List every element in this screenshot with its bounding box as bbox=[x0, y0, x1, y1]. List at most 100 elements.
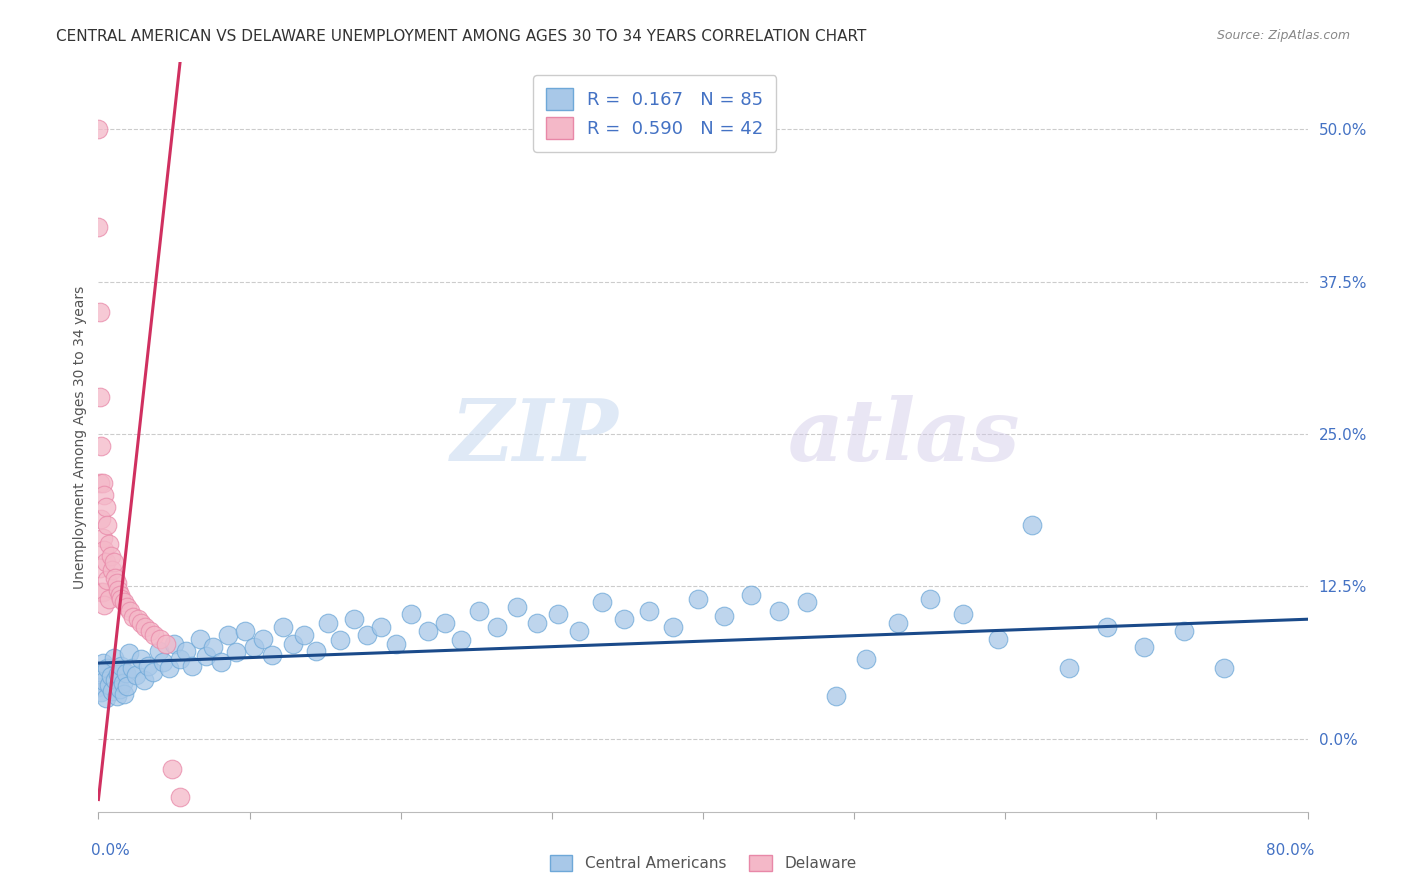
Point bbox=[93, 674, 115, 689]
Point bbox=[91, 656, 114, 670]
Point bbox=[129, 652, 152, 666]
Point bbox=[108, 588, 131, 602]
Point bbox=[740, 588, 762, 602]
Point bbox=[143, 628, 166, 642]
Point bbox=[713, 608, 735, 623]
Point bbox=[329, 632, 352, 647]
Point bbox=[855, 652, 877, 666]
Point bbox=[169, 652, 191, 666]
Point bbox=[1057, 661, 1080, 675]
Point bbox=[343, 612, 366, 626]
Point bbox=[110, 591, 132, 606]
Point bbox=[181, 658, 204, 673]
Point bbox=[94, 500, 117, 515]
Point bbox=[112, 595, 135, 609]
Point bbox=[637, 604, 659, 618]
Point bbox=[252, 632, 274, 646]
Point bbox=[149, 632, 172, 646]
Point bbox=[952, 607, 974, 622]
Point bbox=[101, 684, 124, 698]
Point bbox=[87, 122, 110, 136]
Point bbox=[217, 628, 239, 642]
Point bbox=[90, 585, 112, 599]
Point bbox=[547, 607, 569, 622]
Point bbox=[1133, 640, 1156, 655]
Point bbox=[1213, 661, 1236, 675]
Point bbox=[100, 669, 122, 683]
Point bbox=[887, 615, 910, 630]
Point bbox=[468, 604, 491, 618]
Point bbox=[139, 624, 162, 639]
Point bbox=[107, 667, 129, 681]
Point bbox=[115, 679, 138, 693]
Point bbox=[163, 637, 186, 651]
Point bbox=[356, 628, 378, 642]
Point bbox=[129, 615, 152, 630]
Text: Source: ZipAtlas.com: Source: ZipAtlas.com bbox=[1216, 29, 1350, 42]
Point bbox=[1095, 619, 1118, 633]
Point bbox=[125, 668, 148, 682]
Point bbox=[100, 549, 122, 563]
Point bbox=[174, 644, 197, 658]
Point bbox=[1021, 518, 1043, 533]
Point bbox=[91, 585, 114, 599]
Point bbox=[768, 604, 790, 618]
Point bbox=[142, 665, 165, 679]
Point bbox=[93, 542, 115, 557]
Point bbox=[305, 644, 328, 658]
Point bbox=[132, 673, 155, 687]
Point bbox=[90, 439, 112, 453]
Point bbox=[162, 762, 184, 776]
Point bbox=[661, 619, 683, 633]
Point bbox=[103, 651, 125, 665]
Point bbox=[96, 518, 118, 533]
Point bbox=[91, 475, 114, 490]
Point bbox=[987, 632, 1010, 646]
Point bbox=[169, 790, 191, 805]
Point bbox=[292, 628, 315, 642]
Point bbox=[202, 640, 225, 655]
Point bbox=[89, 665, 111, 679]
Point bbox=[159, 661, 181, 675]
Point bbox=[122, 609, 145, 624]
Point bbox=[118, 646, 141, 660]
Point bbox=[89, 305, 111, 319]
Point bbox=[89, 475, 111, 490]
Point bbox=[114, 665, 136, 680]
Point bbox=[87, 681, 110, 695]
Point bbox=[93, 598, 115, 612]
Text: atlas: atlas bbox=[787, 395, 1021, 479]
Text: ZIP: ZIP bbox=[450, 395, 619, 479]
Point bbox=[194, 648, 217, 663]
Point bbox=[591, 595, 613, 609]
Point bbox=[90, 512, 112, 526]
Point bbox=[152, 655, 174, 669]
Point bbox=[103, 555, 125, 569]
Point bbox=[94, 555, 117, 569]
Point bbox=[918, 591, 941, 606]
Point bbox=[283, 637, 305, 651]
Point bbox=[91, 531, 114, 545]
Point bbox=[825, 689, 848, 703]
Point bbox=[796, 595, 818, 609]
Point bbox=[209, 655, 232, 669]
Point bbox=[98, 537, 121, 551]
Point bbox=[111, 675, 134, 690]
Point bbox=[486, 619, 509, 633]
Point bbox=[526, 615, 548, 630]
Point bbox=[155, 637, 177, 651]
Legend: Central Americans, Delaware: Central Americans, Delaware bbox=[543, 849, 863, 877]
Y-axis label: Unemployment Among Ages 30 to 34 years: Unemployment Among Ages 30 to 34 years bbox=[73, 285, 87, 589]
Point bbox=[568, 624, 591, 639]
Point bbox=[121, 661, 143, 675]
Point bbox=[148, 644, 170, 658]
Point bbox=[433, 615, 456, 630]
Point bbox=[262, 648, 284, 662]
Point bbox=[127, 612, 149, 626]
Point bbox=[89, 561, 111, 575]
Point bbox=[93, 488, 115, 502]
Point bbox=[105, 689, 128, 703]
Point bbox=[98, 591, 121, 606]
Point bbox=[271, 619, 294, 633]
Point bbox=[112, 687, 135, 701]
